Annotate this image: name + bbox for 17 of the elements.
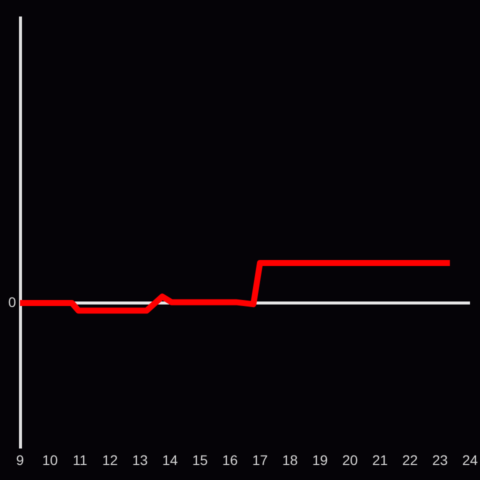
x-tick-label: 19 xyxy=(312,452,328,468)
x-tick-label: 13 xyxy=(132,452,148,468)
x-tick-label: 9 xyxy=(16,452,24,468)
x-tick-label: 11 xyxy=(72,452,88,468)
x-tick-label: 10 xyxy=(42,452,58,468)
x-tick-label: 20 xyxy=(342,452,358,468)
x-tick-label: 12 xyxy=(102,452,118,468)
x-tick-label: 18 xyxy=(282,452,298,468)
x-tick-label: 15 xyxy=(192,452,208,468)
x-tick-label: 24 xyxy=(462,452,478,468)
x-tick-label: 23 xyxy=(432,452,448,468)
ref-line-label: 0 xyxy=(8,294,16,310)
x-tick-label: 16 xyxy=(222,452,238,468)
x-tick-label: 21 xyxy=(372,452,388,468)
x-tick-label: 14 xyxy=(162,452,178,468)
x-tick-label: 22 xyxy=(402,452,418,468)
x-tick-label: 17 xyxy=(252,452,268,468)
